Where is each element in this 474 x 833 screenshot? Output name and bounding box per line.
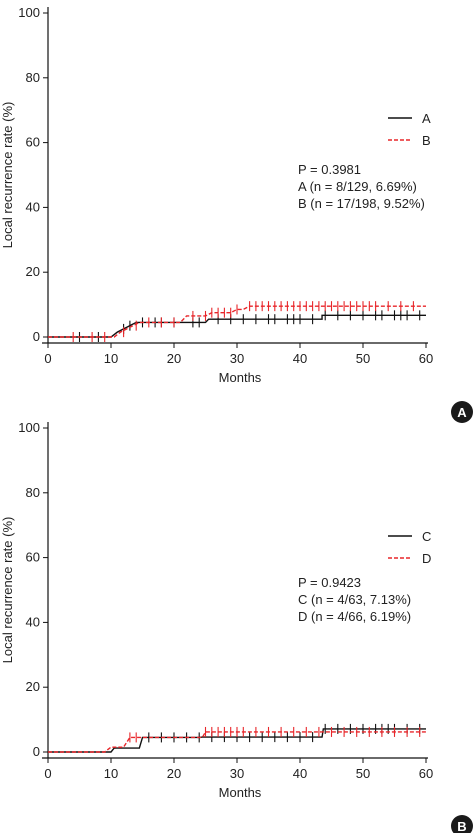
x-tick-label: 0 — [44, 766, 51, 781]
x-tick-label: 50 — [356, 351, 370, 366]
y-tick-label: 100 — [18, 5, 40, 20]
x-tick-label: 0 — [44, 351, 51, 366]
y-axis-title: Local recurrence rate (%) — [0, 102, 15, 249]
x-tick-label: 10 — [104, 766, 118, 781]
annotation-line: P = 0.9423 — [298, 575, 361, 590]
y-tick-label: 60 — [26, 550, 40, 565]
annotation-line: D (n = 4/66, 6.19%) — [298, 609, 411, 624]
y-tick-label: 0 — [33, 329, 40, 344]
x-tick-label: 10 — [104, 351, 118, 366]
panel-badge-label: A — [457, 405, 467, 420]
legend-label-d: D — [422, 551, 431, 566]
x-tick-label: 60 — [419, 351, 433, 366]
x-tick-label: 30 — [230, 351, 244, 366]
x-tick-label: 30 — [230, 766, 244, 781]
panel-badge — [451, 401, 473, 423]
x-tick-label: 50 — [356, 766, 370, 781]
legend-label-b: B — [422, 133, 431, 148]
y-tick-label: 20 — [26, 679, 40, 694]
x-tick-label: 20 — [167, 351, 181, 366]
legend-label-a: A — [422, 111, 431, 126]
y-tick-label: 40 — [26, 614, 40, 629]
panel-badge — [451, 815, 473, 833]
y-tick-label: 80 — [26, 485, 40, 500]
x-tick-label: 60 — [419, 766, 433, 781]
x-axis-title: Months — [219, 785, 262, 800]
y-tick-label: 0 — [33, 744, 40, 759]
x-tick-label: 40 — [293, 351, 307, 366]
y-tick-label: 60 — [26, 135, 40, 150]
y-tick-label: 20 — [26, 264, 40, 279]
y-axis-title: Local recurrence rate (%) — [0, 517, 15, 664]
series-line-d — [48, 731, 426, 753]
annotation-line: B (n = 17/198, 9.52%) — [298, 196, 425, 211]
annotation-line: A (n = 8/129, 6.69%) — [298, 179, 417, 194]
x-tick-label: 40 — [293, 766, 307, 781]
chart-panel-b: 0 20 40 60 80 100 0 10 20 30 40 50 60 Months Local rec… — [0, 420, 473, 833]
y-tick-label: 100 — [18, 420, 40, 435]
series-line-b — [48, 305, 426, 338]
annotation-line: C (n = 4/63, 7.13%) — [298, 592, 411, 607]
x-tick-label: 20 — [167, 766, 181, 781]
x-axis-title: Months — [219, 370, 262, 385]
y-tick-label: 40 — [26, 199, 40, 214]
legend-label-c: C — [422, 529, 431, 544]
y-tick-label: 80 — [26, 70, 40, 85]
annotation-line: P = 0.3981 — [298, 162, 361, 177]
chart-panel-a: 0 20 40 60 80 100 0 10 20 30 40 50 60 Months Local rec… — [0, 5, 473, 423]
panel-badge-label: B — [457, 819, 466, 833]
